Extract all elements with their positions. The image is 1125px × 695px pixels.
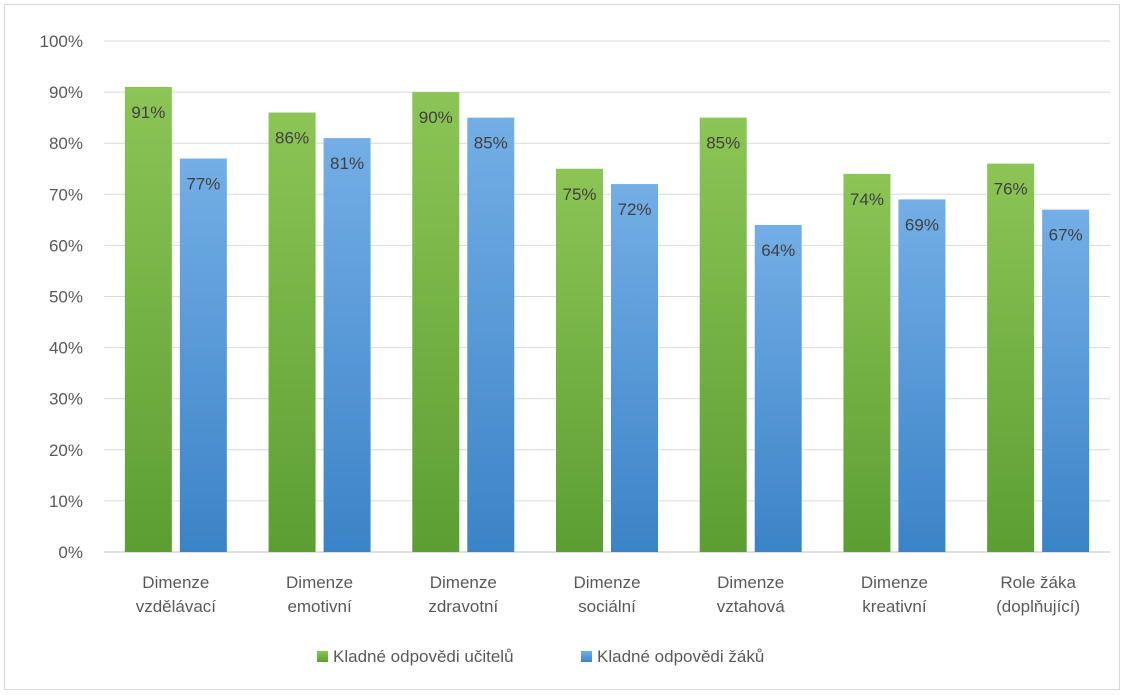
y-tick-label: 60% (49, 236, 83, 255)
data-label: 64% (761, 241, 795, 260)
gridlines (104, 40, 1110, 553)
data-label: 81% (330, 154, 364, 173)
x-category-label: Dimenze emotivní (286, 573, 353, 616)
x-category-label: Role žáka (doplňující) (996, 573, 1080, 616)
bar-students (467, 117, 515, 553)
data-label: 77% (186, 175, 220, 194)
bar-students (179, 158, 227, 552)
bar-students (323, 138, 371, 552)
bar-teachers (412, 92, 460, 552)
data-labels: 91% 77% 86% 81% 90% 85% 75% 72% 85% 64% 74% 69% 76% 6… (131, 103, 1082, 260)
x-category-label: Dimenze kreativní (861, 573, 928, 616)
legend-swatch-students (581, 651, 592, 662)
bar-teachers (699, 117, 747, 553)
y-tick-label: 10% (49, 492, 83, 511)
data-label: 67% (1049, 226, 1083, 245)
data-label: 90% (419, 108, 453, 127)
data-label: 85% (474, 134, 508, 153)
legend: Kladné odpovědi učitelů Kladné odpovědi ž… (317, 647, 764, 666)
y-tick-label: 40% (49, 339, 83, 358)
bar-teachers (268, 112, 316, 552)
bar-teachers (843, 173, 891, 553)
data-label: 69% (905, 215, 939, 234)
data-label: 75% (562, 185, 596, 204)
x-axis-category-labels: Dimenze vzdělávací Dimenze emotivní Dimenze z… (136, 573, 1081, 616)
x-category-label: Dimenze vzdělávací (136, 573, 217, 616)
y-tick-label: 90% (49, 83, 83, 102)
data-label: 72% (617, 200, 651, 219)
bar-students (754, 224, 802, 552)
y-tick-label: 20% (49, 441, 83, 460)
bar-students (898, 199, 946, 552)
y-tick-label: 70% (49, 185, 83, 204)
x-category-label: Dimenze zdravotní (428, 573, 498, 616)
x-category-label: Dimenze vztahová (717, 573, 786, 616)
legend-label-teachers: Kladné odpovědi učitelů (333, 647, 514, 666)
y-tick-label: 100% (40, 32, 83, 51)
y-tick-label: 80% (49, 134, 83, 153)
y-tick-label: 30% (49, 390, 83, 409)
bar-teachers (124, 86, 172, 553)
y-tick-label: 0% (58, 543, 83, 562)
bar-students (1042, 209, 1090, 552)
bar-students (611, 184, 658, 552)
bars (124, 86, 1090, 553)
legend-swatch-teachers (317, 651, 328, 662)
bar-teachers (987, 163, 1035, 552)
legend-label-students: Kladné odpovědi žáků (597, 647, 764, 666)
data-label: 86% (275, 129, 309, 148)
data-label: 85% (706, 134, 740, 153)
x-category-label: Dimenze sociální (573, 573, 640, 616)
y-tick-label: 50% (49, 288, 83, 307)
data-label: 74% (850, 190, 884, 209)
data-label: 76% (994, 180, 1028, 199)
bar-teachers (556, 168, 603, 552)
y-axis-tick-labels: 0% 10% 20% 30% 40% 50% 60% 70% 80% 90% 100% (40, 32, 83, 562)
data-label: 91% (131, 103, 165, 122)
